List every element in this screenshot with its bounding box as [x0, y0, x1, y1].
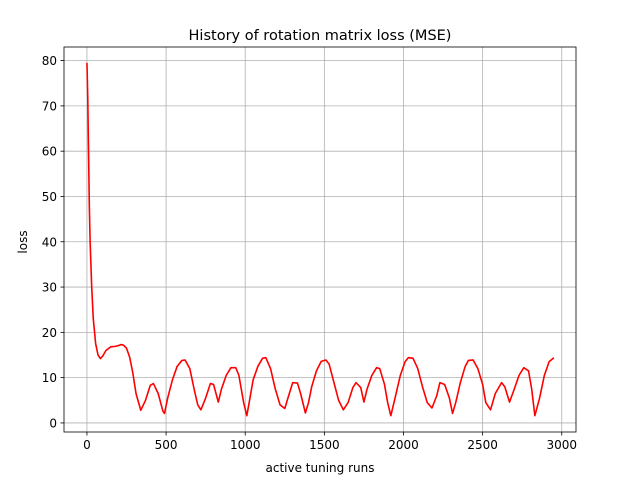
x-tick-label: 0: [83, 438, 91, 452]
y-tick-label: 50: [42, 190, 57, 204]
y-tick-label: 30: [42, 281, 57, 295]
x-tick-label: 3000: [546, 438, 577, 452]
y-tick-label: 20: [42, 326, 57, 340]
loss-series-line: [86, 62, 555, 417]
x-tick-label: 1500: [309, 438, 340, 452]
y-axis: 0 10 20 30 40 50 60 70 80: [42, 54, 64, 430]
y-tick-label: 40: [42, 235, 57, 249]
x-axis-label: active tuning runs: [266, 461, 375, 475]
axes-frame: [63, 46, 577, 433]
y-tick-label: 10: [42, 371, 57, 385]
plot-area: [86, 62, 555, 417]
x-axis: 0 500 1000 1500 2000 2500 3000: [83, 432, 577, 452]
x-tick-label: 500: [155, 438, 178, 452]
x-tick-label: 2500: [467, 438, 498, 452]
x-tick-label: 1000: [230, 438, 261, 452]
y-tick-label: 60: [42, 145, 57, 159]
y-tick-label: 80: [42, 54, 57, 68]
grid: [64, 47, 576, 432]
y-tick-label: 70: [42, 99, 57, 113]
x-tick-label: 2000: [388, 438, 419, 452]
chart-title: History of rotation matrix loss (MSE): [189, 28, 452, 44]
y-axis-label: loss: [16, 230, 30, 253]
y-tick-label: 0: [49, 416, 57, 430]
